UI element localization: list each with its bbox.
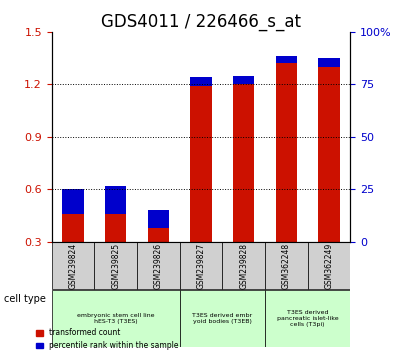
- Bar: [105, 214, 127, 242]
- Text: T3ES derived embr
yoid bodies (T3EB): T3ES derived embr yoid bodies (T3EB): [192, 313, 252, 324]
- Bar: [233, 76, 254, 84]
- FancyBboxPatch shape: [52, 242, 94, 289]
- Text: embryonic stem cell line
hES-T3 (T3ES): embryonic stem cell line hES-T3 (T3ES): [77, 313, 154, 324]
- FancyBboxPatch shape: [94, 242, 137, 289]
- Text: GSM239824: GSM239824: [68, 242, 78, 289]
- Bar: [318, 67, 339, 242]
- Bar: [318, 58, 339, 67]
- Bar: [62, 214, 84, 242]
- FancyBboxPatch shape: [179, 242, 222, 289]
- FancyBboxPatch shape: [52, 290, 179, 347]
- Bar: [148, 228, 169, 242]
- Bar: [233, 84, 254, 242]
- Text: GSM362249: GSM362249: [324, 242, 334, 289]
- Bar: [190, 86, 212, 242]
- FancyBboxPatch shape: [222, 242, 265, 289]
- Bar: [62, 189, 84, 214]
- Text: cell type: cell type: [4, 294, 46, 304]
- FancyBboxPatch shape: [265, 290, 350, 347]
- FancyBboxPatch shape: [265, 242, 308, 289]
- Text: GSM362248: GSM362248: [282, 242, 291, 289]
- Text: GSM239825: GSM239825: [111, 242, 120, 289]
- Bar: [148, 210, 169, 228]
- Text: GSM239828: GSM239828: [239, 242, 248, 289]
- Bar: [275, 56, 297, 63]
- Legend: transformed count, percentile rank within the sample: transformed count, percentile rank withi…: [36, 329, 179, 350]
- FancyBboxPatch shape: [137, 242, 179, 289]
- Text: GSM239826: GSM239826: [154, 242, 163, 289]
- Text: GSM239827: GSM239827: [197, 242, 205, 289]
- Text: T3ES derived
pancreatic islet-like
cells (T3pi): T3ES derived pancreatic islet-like cells…: [277, 310, 338, 327]
- FancyBboxPatch shape: [179, 290, 265, 347]
- Bar: [105, 186, 127, 214]
- Bar: [275, 63, 297, 242]
- Title: GDS4011 / 226466_s_at: GDS4011 / 226466_s_at: [101, 13, 301, 30]
- FancyBboxPatch shape: [308, 242, 350, 289]
- Bar: [190, 78, 212, 86]
